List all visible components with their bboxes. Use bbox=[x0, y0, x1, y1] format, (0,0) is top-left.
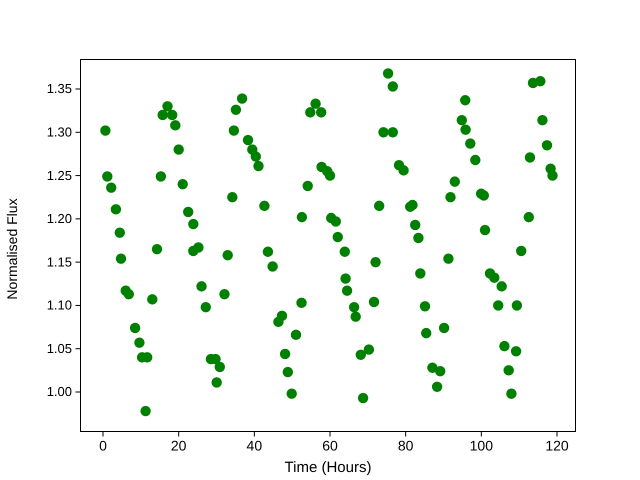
svg-text:20: 20 bbox=[171, 438, 187, 454]
svg-text:1.25: 1.25 bbox=[47, 168, 72, 183]
svg-text:80: 80 bbox=[398, 438, 414, 454]
svg-text:1.05: 1.05 bbox=[47, 341, 72, 356]
svg-text:Normalised Flux: Normalised Flux bbox=[4, 198, 20, 299]
svg-text:100: 100 bbox=[470, 438, 494, 454]
svg-text:40: 40 bbox=[247, 438, 263, 454]
svg-text:1.20: 1.20 bbox=[47, 211, 72, 226]
svg-text:Time (Hours): Time (Hours) bbox=[285, 459, 372, 476]
svg-text:1.15: 1.15 bbox=[47, 254, 72, 269]
svg-text:120: 120 bbox=[545, 438, 569, 454]
svg-text:1.10: 1.10 bbox=[47, 298, 72, 313]
svg-text:1.30: 1.30 bbox=[47, 124, 72, 139]
svg-text:1.35: 1.35 bbox=[47, 81, 72, 96]
svg-text:60: 60 bbox=[322, 438, 338, 454]
svg-text:1.00: 1.00 bbox=[47, 384, 72, 399]
svg-text:0: 0 bbox=[99, 438, 107, 454]
